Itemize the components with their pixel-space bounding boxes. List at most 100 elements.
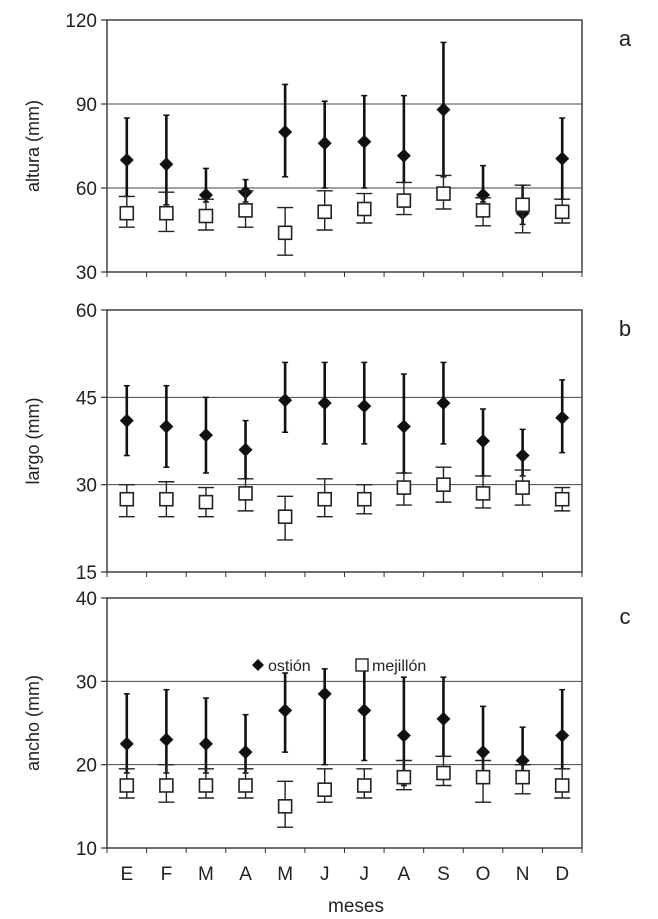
panel-label: a: [619, 26, 632, 51]
ostion-marker: [119, 413, 134, 428]
ostion-marker: [159, 157, 174, 172]
y-tick-label: 90: [76, 95, 97, 116]
mejillon-marker: [396, 769, 412, 785]
panel-label: c: [620, 604, 631, 629]
ostion-marker: [119, 153, 134, 167]
mejillon-marker: [554, 778, 570, 793]
ostion-marker: [436, 396, 451, 411]
y-tick-label: 40: [76, 589, 97, 610]
x-tick-label: O: [476, 864, 491, 885]
ostion-marker: [278, 703, 293, 718]
mejillon-marker: [159, 778, 174, 793]
mejillon-marker: [238, 778, 253, 793]
ostion-marker: [159, 419, 174, 434]
ostion-marker: [317, 136, 332, 151]
legend-ostion-label: ostión: [268, 658, 311, 675]
plot-frame: [106, 309, 583, 573]
x-tick-label: F: [161, 864, 173, 885]
legend-mejillon-label: mejillón: [372, 658, 426, 675]
mejillon-marker: [436, 477, 451, 492]
mejillon-marker: [475, 203, 491, 218]
legend-ostion-marker: [252, 659, 264, 671]
ostion-marker: [198, 428, 213, 443]
mejillon-marker: [198, 494, 214, 510]
x-tick-label: D: [555, 864, 569, 885]
mejillon-marker: [356, 491, 372, 507]
ostion-marker: [396, 148, 411, 163]
ostion-marker: [278, 125, 293, 139]
y-tick-label: 30: [76, 476, 97, 497]
mejillon-marker: [475, 486, 491, 501]
y-axis-label: largo (mm): [23, 397, 43, 484]
mejillon-marker: [238, 203, 253, 218]
ostion-marker: [555, 728, 570, 743]
mejillon-marker: [317, 491, 333, 507]
y-tick-label: 10: [76, 839, 97, 860]
y-tick-label: 45: [76, 388, 97, 409]
x-tick-label: A: [398, 864, 411, 885]
ostion-marker: [555, 410, 570, 425]
ostion-marker: [436, 102, 451, 117]
ostion-marker: [198, 736, 213, 751]
ostion-marker: [555, 151, 570, 166]
ostion-marker: [357, 134, 372, 149]
mejillon-marker: [198, 208, 214, 224]
mejillon-marker: [475, 769, 491, 785]
mejillon-marker: [396, 193, 412, 208]
ostion-marker: [396, 728, 411, 743]
ostion-marker: [476, 745, 491, 760]
y-tick-label: 30: [76, 672, 97, 693]
mejillon-marker: [119, 205, 135, 221]
mejillon-marker: [277, 509, 293, 524]
mejillon-marker: [515, 197, 530, 213]
y-tick-label: 15: [76, 563, 97, 584]
x-tick-label: J: [320, 864, 330, 885]
legend-mejillon-marker: [355, 658, 369, 672]
ostion-marker: [278, 393, 293, 408]
mejillon-marker: [396, 480, 412, 495]
mejillon-marker: [119, 778, 135, 793]
ostion-marker: [238, 442, 253, 457]
ostion-marker: [317, 686, 332, 701]
x-tick-label: A: [239, 864, 252, 885]
x-tick-label: M: [277, 864, 293, 885]
ostion-marker: [515, 448, 530, 463]
mejillon-marker: [119, 491, 135, 507]
y-tick-label: 60: [76, 301, 97, 322]
y-axis-label: ancho (mm): [23, 675, 43, 771]
x-tick-label: J: [360, 864, 370, 885]
y-axis-label: altura (mm): [23, 100, 43, 192]
mejillon-marker: [317, 782, 333, 797]
x-tick-label: N: [516, 864, 530, 885]
y-tick-label: 20: [76, 756, 97, 777]
x-tick-label: E: [120, 864, 133, 885]
mejillon-marker: [277, 799, 293, 814]
ostion-marker: [396, 419, 411, 434]
ostion-marker: [436, 711, 451, 726]
ostion-marker: [476, 434, 491, 448]
mejillon-marker: [436, 765, 451, 781]
panel-label: b: [619, 316, 631, 341]
ostion-marker: [357, 703, 372, 718]
mejillon-marker: [436, 186, 451, 201]
mejillon-marker: [238, 486, 253, 501]
mejillon-marker: [356, 778, 372, 793]
x-axis-label: meses: [328, 896, 384, 917]
mejillon-marker: [198, 778, 214, 793]
plot-frame: [106, 19, 583, 273]
ostion-marker: [317, 396, 332, 411]
mejillon-marker: [515, 769, 530, 785]
mejillon-marker: [159, 205, 174, 221]
plot-frame: [106, 597, 583, 849]
mejillon-marker: [356, 201, 372, 217]
y-tick-label: 60: [76, 179, 97, 200]
mejillon-marker: [554, 491, 570, 507]
mejillon-marker: [159, 491, 174, 507]
mejillon-marker: [515, 480, 530, 495]
ostion-marker: [357, 399, 372, 414]
ostion-marker: [238, 745, 253, 760]
mejillon-marker: [317, 204, 333, 220]
mejillon-marker: [277, 225, 293, 241]
x-tick-label: S: [437, 864, 450, 885]
